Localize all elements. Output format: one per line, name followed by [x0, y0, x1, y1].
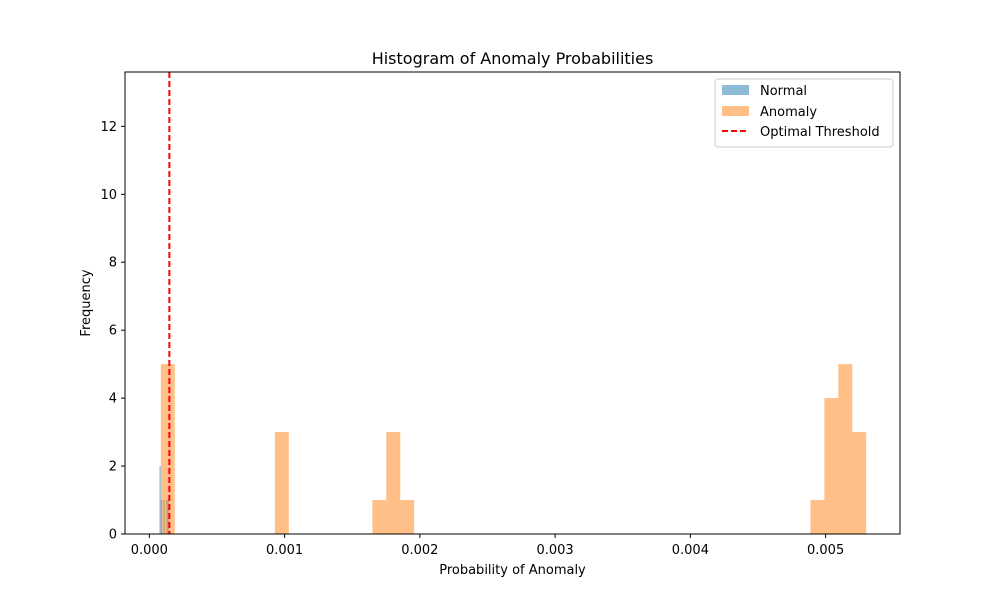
axes-frame	[124, 71, 901, 535]
y-tick-label: 0	[109, 528, 117, 543]
legend-swatch-anomaly	[722, 106, 749, 116]
x-tick-label: 0.002	[401, 543, 438, 558]
y-tick-label: 8	[109, 256, 117, 271]
y-axis: 0 2 4 6 8 10 12	[100, 120, 125, 543]
anomaly-bar	[824, 398, 839, 534]
legend-label-threshold: Optimal Threshold	[760, 125, 880, 140]
chart-title: Histogram of Anomaly Probabilities	[372, 49, 654, 68]
y-axis-label: Frequency	[79, 269, 94, 336]
x-axis: 0.000 0.001 0.002 0.003 0.004 0.005	[131, 534, 844, 558]
legend-swatch-normal	[722, 85, 749, 95]
legend-label-anomaly: Anomaly	[760, 105, 817, 120]
x-tick-label: 0.005	[807, 543, 844, 558]
anomaly-bar	[852, 432, 867, 534]
y-tick-label: 12	[100, 120, 117, 135]
legend-label-normal: Normal	[760, 84, 807, 99]
x-tick-label: 0.004	[672, 543, 709, 558]
x-axis-label: Probability of Anomaly	[439, 563, 586, 578]
anomaly-bar	[372, 500, 387, 534]
legend: Normal Anomaly Optimal Threshold	[714, 78, 894, 148]
anomaly-bar	[400, 500, 415, 534]
anomaly-bar	[810, 500, 825, 534]
x-tick-label: 0.001	[266, 543, 303, 558]
normal-bar	[159, 466, 161, 534]
y-tick-label: 4	[109, 392, 117, 407]
y-tick-label: 2	[109, 460, 117, 475]
x-tick-label: 0.000	[131, 543, 168, 558]
anomaly-bar	[386, 432, 401, 534]
legend-box	[714, 78, 894, 148]
anomaly-bar	[160, 364, 175, 534]
plot-area	[159, 72, 867, 534]
anomaly-bar	[274, 432, 289, 534]
x-tick-label: 0.003	[536, 543, 573, 558]
y-tick-label: 6	[109, 324, 117, 339]
anomaly-bar	[838, 364, 853, 534]
y-tick-label: 10	[100, 188, 117, 203]
